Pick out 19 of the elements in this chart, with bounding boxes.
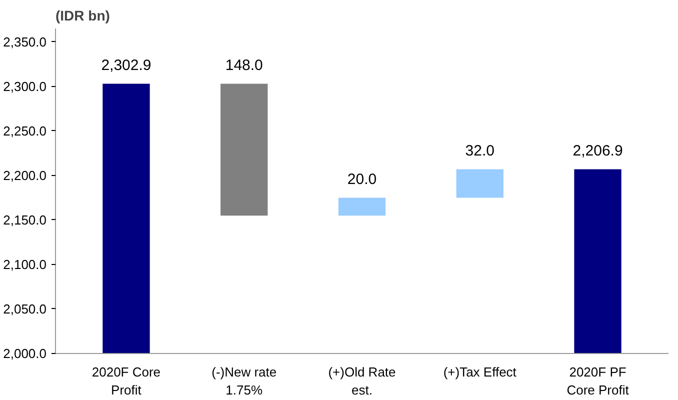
data-label: 2,302.9: [101, 56, 152, 74]
x-tick-label: (-)New rate 1.75%: [212, 364, 277, 398]
y-tick-label: 2,200.0: [3, 168, 46, 183]
data-label: 148.0: [225, 56, 263, 74]
data-label: 32.0: [465, 142, 494, 160]
x-tick-label: 2020F Core Profit: [92, 364, 161, 398]
y-tick-label: 2,100.0: [3, 256, 46, 272]
y-axis-title: (IDR bn): [56, 8, 110, 24]
y-tick-label: 2,250.0: [3, 123, 46, 138]
x-tick-label: (+)Tax Effect: [443, 364, 517, 380]
data-label: 20.0: [347, 170, 377, 188]
y-tick-label: 2,050.0: [3, 301, 46, 316]
y-tick-label: 2,150.0: [3, 212, 46, 228]
y-tick-label: 2,350.0: [3, 34, 46, 50]
y-tick-label: 2,300.0: [3, 78, 46, 94]
y-tick-label: 2,000.0: [3, 346, 46, 361]
x-tick-label: (+)Old Rate est.: [328, 364, 396, 398]
data-label: 2,206.9: [572, 142, 623, 160]
x-tick-label: 2020F PF Core Profit: [566, 364, 630, 398]
